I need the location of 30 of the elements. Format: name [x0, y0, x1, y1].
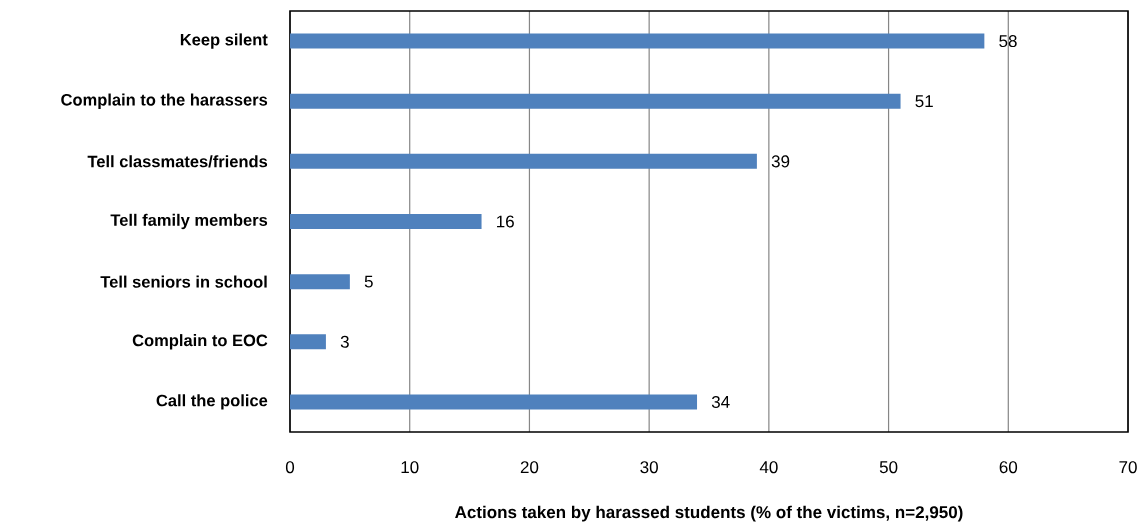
- y-tick-label: Keep silent: [180, 33, 268, 49]
- data-label: 16: [497, 215, 514, 228]
- data-label: 58: [999, 35, 1017, 48]
- x-tick-label: 40: [759, 461, 778, 474]
- bar: [290, 153, 757, 169]
- data-label: 5: [364, 275, 373, 288]
- x-tick-label: 50: [879, 461, 898, 474]
- bar: [290, 274, 350, 290]
- bar: [290, 214, 482, 229]
- y-tick-label: Complain to EOC: [132, 334, 268, 350]
- y-tick-label: Tell seniors in school: [100, 275, 267, 288]
- y-tick-label: Tell classmates/friends: [87, 155, 268, 168]
- bar: [290, 394, 698, 410]
- x-tick-label: 20: [520, 461, 539, 474]
- data-label: 39: [771, 155, 790, 168]
- data-label: 51: [915, 95, 933, 108]
- bar: [290, 93, 901, 109]
- data-label: 34: [711, 395, 730, 408]
- data-label: 3: [340, 335, 349, 348]
- bar: [290, 334, 326, 350]
- y-tick-label: Call the police: [156, 394, 268, 410]
- y-tick-label: Tell family members: [110, 213, 268, 230]
- x-tick-label: 0: [285, 461, 295, 474]
- x-tick-label: 10: [401, 461, 419, 474]
- y-tick-label: Complain to the harassers: [61, 93, 268, 109]
- x-tick-label: 60: [999, 461, 1018, 474]
- x-tick-label: 30: [640, 461, 658, 474]
- x-axis-title: Actions taken by harassed students (% of the victims, n=2,950): [455, 505, 963, 522]
- x-tick-label: 70: [1119, 461, 1137, 474]
- bar: [290, 33, 985, 49]
